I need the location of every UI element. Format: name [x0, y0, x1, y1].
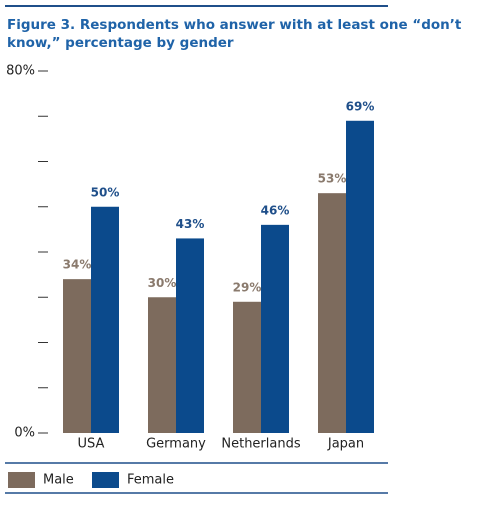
- value-label: 34%: [63, 258, 92, 272]
- bar: [261, 224, 289, 433]
- value-label: 43%: [176, 217, 205, 231]
- legend-swatch: [8, 472, 35, 488]
- bar: [233, 301, 261, 433]
- x-tick-label: USA: [78, 437, 105, 452]
- value-label: 46%: [261, 203, 290, 217]
- bar: [176, 238, 204, 433]
- legend-label: Male: [43, 473, 74, 488]
- value-label: 53%: [318, 172, 347, 186]
- value-label: 50%: [91, 185, 120, 199]
- bar: [346, 120, 374, 434]
- bar: [318, 193, 346, 433]
- x-tick-label: Netherlands: [221, 437, 300, 452]
- y-tick-label: 80%: [6, 64, 35, 79]
- value-label: 29%: [233, 280, 262, 294]
- bar: [148, 297, 176, 433]
- x-tick-label: Germany: [146, 437, 206, 452]
- chart-title-line2: know,” percentage by gender: [7, 35, 234, 51]
- chart-title: Figure 3. Respondents who answer with at…: [7, 17, 462, 33]
- legend-label: Female: [127, 473, 174, 488]
- value-label: 69%: [346, 99, 375, 113]
- y-tick-label: 0%: [14, 426, 35, 441]
- legend-swatch: [92, 472, 119, 488]
- value-label: 30%: [148, 276, 177, 290]
- bar: [91, 206, 119, 433]
- x-tick-label: Japan: [327, 437, 364, 452]
- bar: [63, 279, 91, 433]
